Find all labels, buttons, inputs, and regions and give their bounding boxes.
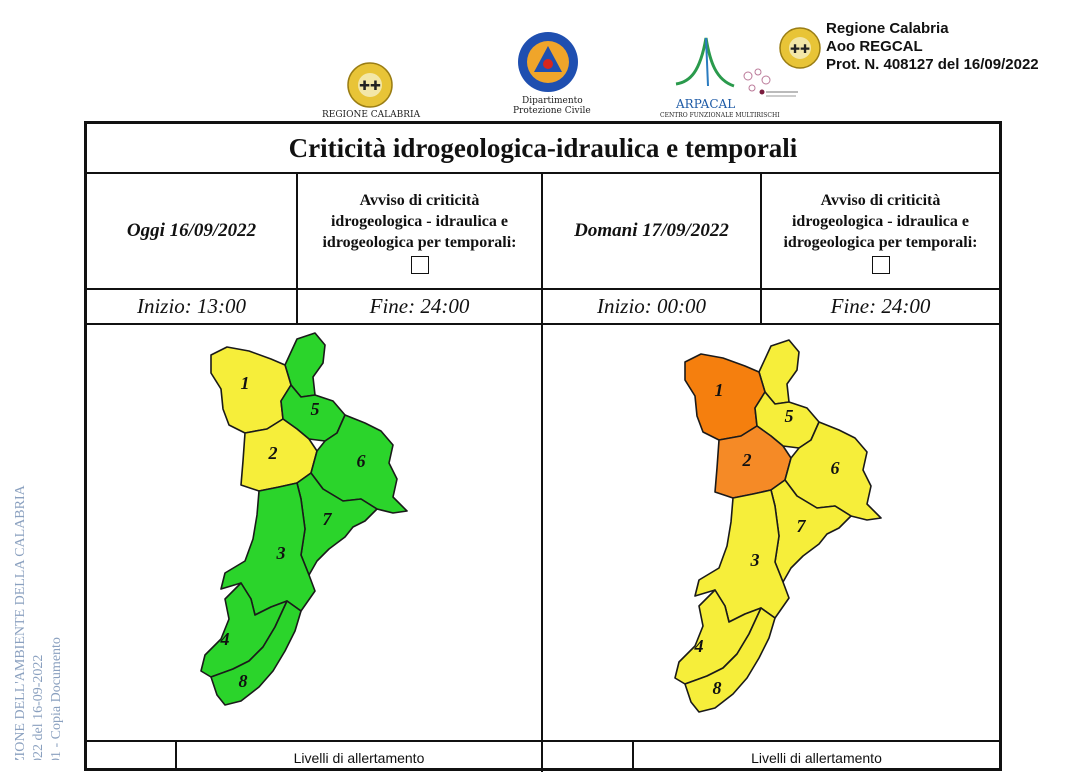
today-zone-label-4: 4 (220, 629, 230, 649)
protocol-aoo: Aoo REGCAL (826, 38, 923, 55)
today-alert-map: 1 2 3 4 5 6 7 8 (200, 332, 408, 706)
tomorrow-zone-label-1: 1 (715, 380, 724, 400)
protezione-civile-caption-2: Protezione Civile (513, 106, 591, 116)
tomorrow-zone-label-8: 8 (713, 678, 722, 698)
tomorrow-avviso-line-3: idrogeologica per temporali: (783, 234, 978, 251)
criticality-bulletin: Criticità idrogeologica-idraulica e temp… (84, 121, 1002, 772)
svg-text:✚✚: ✚✚ (790, 42, 810, 56)
tomorrow-end-time: Fine: 24:00 (830, 294, 931, 318)
tomorrow-zone-8 (684, 607, 776, 713)
today-avviso-checkbox[interactable] (410, 256, 429, 274)
today-zone-label-8: 8 (239, 671, 248, 691)
tomorrow-avviso-checkbox[interactable] (871, 256, 890, 274)
tomorrow-avviso-line-2: idrogeologica - idraulica e (791, 213, 969, 230)
protocol-stamp: Regione Calabria Aoo REGCAL Prot. N. 408… (826, 20, 1039, 74)
protocol-region: Regione Calabria (826, 20, 949, 37)
arpacal-name: ARPACAL (676, 97, 736, 111)
tomorrow-alert-map: 1 2 3 4 5 6 7 8 (674, 339, 882, 713)
today-zone-label-1: 1 (241, 373, 250, 393)
protocol-number: Prot. N. 408127 del 16/09/2022 (826, 56, 1039, 73)
today-zone-1 (210, 346, 292, 434)
tomorrow-legend-title: Livelli di allertamento (751, 750, 882, 766)
today-zone-label-3: 3 (276, 543, 286, 563)
protezione-civile-caption-1: Dipartimento (522, 96, 583, 106)
tomorrow-zone-label-4: 4 (694, 636, 704, 656)
today-zone-8 (210, 600, 302, 706)
tomorrow-zone-label-5: 5 (785, 406, 794, 426)
today-start-time: Inizio: 13:00 (136, 294, 247, 318)
watermark-line-3: 01 - Copia Documento (49, 637, 64, 760)
tomorrow-zone-label-3: 3 (750, 550, 760, 570)
tomorrow-avviso-line-1: Avviso di criticità (820, 192, 941, 209)
today-zone-label-2: 2 (268, 443, 278, 463)
regione-calabria-caption: REGIONE CALABRIA (322, 110, 421, 120)
regione-calabria-stamp-logo: ✚✚ (779, 27, 821, 69)
today-end-time: Fine: 24:00 (369, 294, 470, 318)
tomorrow-zone-label-2: 2 (742, 450, 752, 470)
today-zone-label-6: 6 (357, 451, 366, 471)
watermark-line-2: 022 del 16-09-2022 (31, 655, 46, 760)
today-avviso-line-3: idrogeologica per temporali: (322, 234, 517, 251)
tomorrow-zone-1 (684, 353, 766, 441)
tomorrow-start-time: Inizio: 00:00 (596, 294, 707, 318)
today-legend-title: Livelli di allertamento (293, 750, 425, 766)
protezione-civile-logo (518, 32, 578, 92)
today-avviso-line-2: idrogeologica - idraulica e (330, 213, 508, 230)
network-dots-icon (743, 68, 798, 97)
arpacal-caption: CENTRO FUNZIONALE MULTIRISCHI (660, 112, 780, 119)
today-avviso-line-1: Avviso di criticità (359, 192, 480, 209)
tomorrow-zone-label-6: 6 (831, 458, 840, 478)
watermark-line-1: ZIONE DELL'AMBIENTE DELLA CALABRIA (13, 484, 28, 760)
today-zone-label-7: 7 (323, 509, 333, 529)
document-watermark: ZIONE DELL'AMBIENTE DELLA CALABRIA 022 d… (13, 484, 64, 760)
svg-text:✚✚: ✚✚ (359, 78, 381, 93)
bulletin-title: Criticità idrogeologica-idraulica e temp… (288, 132, 798, 163)
tomorrow-zone-label-7: 7 (797, 516, 807, 536)
today-avviso: Avviso di criticità idrogeologica - idra… (298, 176, 541, 288)
tomorrow-avviso: Avviso di criticità idrogeologica - idra… (762, 176, 999, 288)
arpacal-logo (675, 37, 735, 88)
regione-calabria-logo: ✚✚ (347, 62, 393, 108)
tomorrow-date: Domani 17/09/2022 (574, 220, 729, 241)
today-zone-label-5: 5 (311, 399, 320, 419)
today-date: Oggi 16/09/2022 (126, 220, 257, 241)
